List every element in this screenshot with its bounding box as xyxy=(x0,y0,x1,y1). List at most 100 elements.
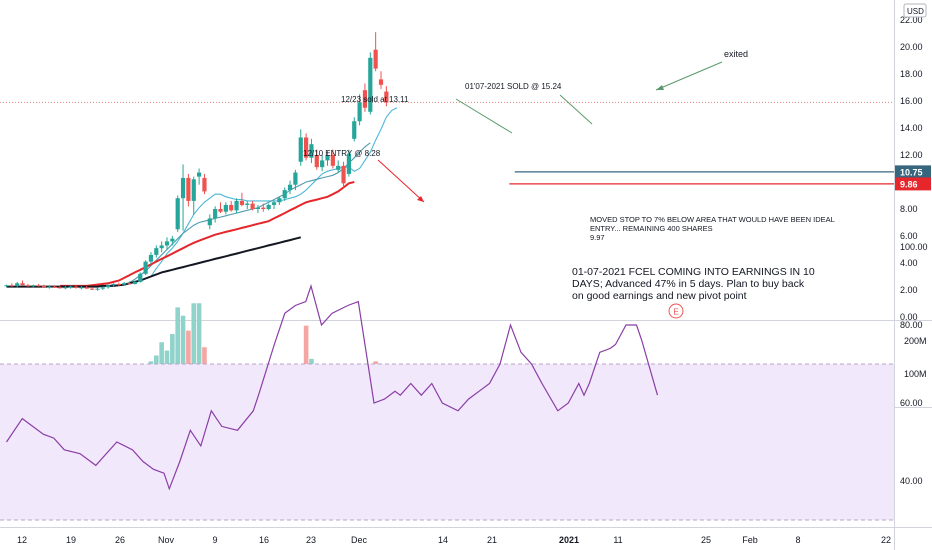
time-tick-label: 16 xyxy=(259,535,269,545)
candle-body xyxy=(95,288,100,290)
candle-body xyxy=(148,254,154,262)
earnings-marker xyxy=(668,303,684,319)
moving-average-line xyxy=(60,181,355,287)
candle-body xyxy=(357,102,362,122)
annotation-stop: MOVED STOP TO 7% BELOW AREA THAT WOULD H… xyxy=(590,215,835,233)
annotation-arrow xyxy=(455,98,513,134)
time-tick-label: Nov xyxy=(158,535,175,545)
candle-body xyxy=(266,204,271,209)
moving-average-line xyxy=(129,142,371,284)
price-tick-label: 22.00 xyxy=(900,15,923,25)
candle-body xyxy=(309,144,314,158)
candle-body xyxy=(218,209,223,212)
annotation-sold-0107: 01'07-2021 SOLD @ 15.24 xyxy=(465,82,562,91)
candle-body xyxy=(73,286,79,288)
candle-body xyxy=(239,200,244,205)
candle-body xyxy=(106,285,111,288)
annotation-exited: exited xyxy=(724,49,748,59)
candle-body xyxy=(132,281,137,284)
moving-average-line xyxy=(6,236,302,288)
time-tick-label: 8 xyxy=(795,535,800,545)
candle-body xyxy=(41,285,47,288)
moving-averages xyxy=(6,107,398,288)
candle-body xyxy=(15,283,20,286)
candle-body xyxy=(261,207,266,209)
annotation-sold-1223: 12/23 sold at 13.11 xyxy=(341,95,409,104)
rsi-line xyxy=(6,283,659,491)
candles xyxy=(4,32,389,291)
candle-body xyxy=(79,287,84,289)
candle-body xyxy=(84,287,89,289)
candle-body xyxy=(255,207,261,209)
rsi-tick-label: 80.00 xyxy=(900,320,923,330)
candle-body xyxy=(191,179,196,201)
candle-body xyxy=(336,165,341,170)
time-tick-label: 2021 xyxy=(559,535,579,545)
price-tick-label: 8.00 xyxy=(900,204,918,214)
annotation-arrow xyxy=(559,94,593,125)
price-tag-label: 10.75 xyxy=(900,167,923,177)
candle-body xyxy=(175,198,180,230)
candle-body xyxy=(373,49,378,69)
candle-body xyxy=(36,285,41,287)
candle-body xyxy=(320,160,325,168)
candle-body xyxy=(100,287,105,289)
candle-body xyxy=(180,177,186,199)
candle-body xyxy=(245,203,250,205)
time-tick-label: 26 xyxy=(115,535,125,545)
rsi-tick-label: 60.00 xyxy=(900,398,923,408)
candle-body xyxy=(277,198,282,203)
rsi-tick-label: 40.00 xyxy=(900,476,923,486)
candle-body xyxy=(293,172,298,185)
price-tick-label: 20.00 xyxy=(900,42,923,52)
candle-body xyxy=(250,203,255,209)
candle-body xyxy=(154,248,159,255)
candle-body xyxy=(346,153,351,174)
candle-body xyxy=(47,286,52,288)
time-tick-label: 11 xyxy=(613,535,622,545)
candle-body xyxy=(287,184,293,191)
candle-body xyxy=(25,285,30,287)
candle-body xyxy=(298,137,303,162)
candle-body xyxy=(352,121,357,139)
candle-body xyxy=(122,283,127,285)
candle-body xyxy=(213,209,218,219)
time-tick-label: 25 xyxy=(701,535,711,545)
candle-body xyxy=(138,273,143,282)
candle-body xyxy=(378,79,384,85)
candle-body xyxy=(223,204,228,212)
rsi-band xyxy=(0,363,894,521)
annotation-arrow xyxy=(655,61,723,91)
candle-body xyxy=(116,283,121,285)
arrowhead xyxy=(656,85,664,90)
price-tick-label: 16.00 xyxy=(900,96,923,106)
candle-body xyxy=(282,190,287,199)
candle-body xyxy=(127,283,132,285)
candle-body xyxy=(52,286,57,288)
candle-body xyxy=(325,155,330,161)
axes: 0.002.004.006.008.0010.0012.0014.0016.00… xyxy=(17,3,931,545)
price-tag xyxy=(895,177,931,191)
time-tick-label: Feb xyxy=(742,535,758,545)
time-tick-label: 19 xyxy=(66,535,76,545)
candle-body xyxy=(186,177,191,201)
candle-body xyxy=(111,283,116,286)
time-tick-label: Dec xyxy=(351,535,368,545)
candle-body xyxy=(197,172,202,177)
candle-body xyxy=(143,261,148,274)
candle-body xyxy=(330,155,335,166)
price-tick-label: 0.00 xyxy=(900,312,918,322)
price-tick-label: 12.00 xyxy=(900,150,923,160)
candle-body xyxy=(20,283,25,286)
candle-body xyxy=(68,286,73,288)
annotation-earnings: 01-07-2021 FCEL COMING INTO EARNINGS IN … xyxy=(572,266,815,302)
annotation-entry: 12/10 ENTRY @ 8.28 xyxy=(303,149,381,158)
time-tick-label: 23 xyxy=(306,535,316,545)
candle-body xyxy=(4,285,9,287)
price-tick-label: 6.00 xyxy=(900,231,918,241)
volume-bar xyxy=(196,303,202,407)
candle-body xyxy=(229,204,234,211)
time-tick-label: 22 xyxy=(881,535,891,545)
volume-bar xyxy=(180,315,186,407)
